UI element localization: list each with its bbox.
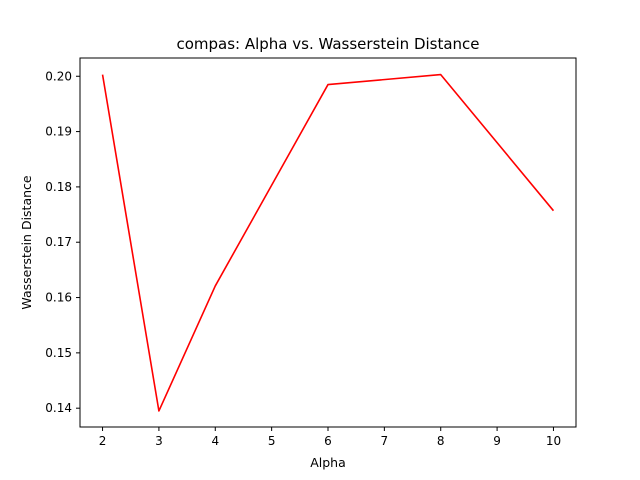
y-tick-label: 0.16: [45, 291, 72, 305]
x-tick-label: 9: [493, 434, 501, 448]
x-tick-label: 6: [324, 434, 332, 448]
x-tick-label: 3: [155, 434, 163, 448]
x-tick-label: 7: [381, 434, 389, 448]
x-tick-label: 8: [437, 434, 445, 448]
x-tick-label: 4: [211, 434, 219, 448]
x-tick-label: 2: [99, 434, 107, 448]
y-tick-label: 0.15: [45, 346, 72, 360]
axis-ticks: 2 3 4 5 6 7 8 9 10 0.14 0.15 0.16 0.17 0.18 0.19 0.20: [45, 69, 561, 448]
y-tick-label: 0.20: [45, 69, 72, 83]
series-line: [101, 73, 555, 412]
plot-frame: [79, 57, 577, 428]
y-tick-label: 0.19: [45, 125, 72, 139]
x-axis-label: Alpha: [310, 455, 346, 470]
x-tick-label: 5: [268, 434, 276, 448]
y-tick-label: 0.14: [45, 401, 72, 415]
x-tick-label: 10: [546, 434, 561, 448]
series-layer: [101, 73, 555, 412]
y-tick-label: 0.17: [45, 235, 72, 249]
chart-title: compas: Alpha vs. Wasserstein Distance: [176, 35, 479, 53]
y-tick-label: 0.18: [45, 180, 72, 194]
y-axis-label: Wasserstein Distance: [19, 175, 34, 310]
